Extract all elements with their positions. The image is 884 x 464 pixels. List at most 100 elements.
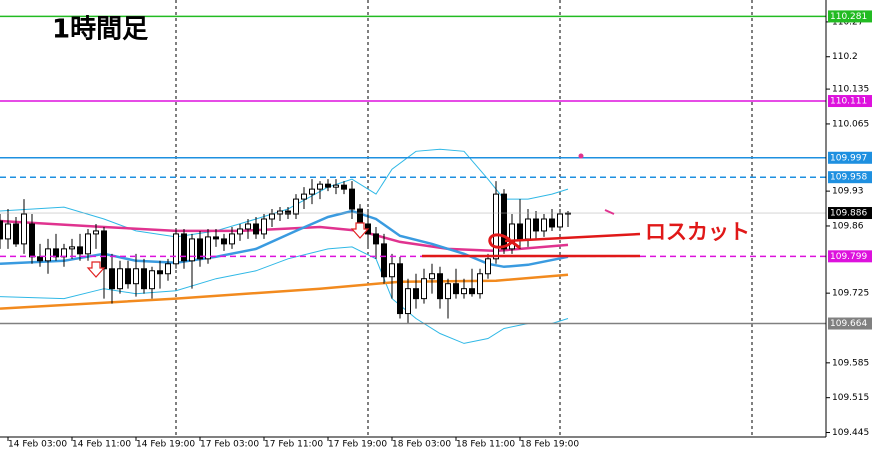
x-tick-label: 14 Feb 19:00 [136, 440, 195, 450]
candle-body [69, 246, 75, 250]
y-tick-label: 110.2 [832, 52, 858, 62]
candle-body [165, 263, 171, 275]
y-tick-label: 110.135 [832, 85, 869, 95]
dot-marker [578, 153, 584, 159]
level-label: 109.799 [830, 252, 867, 262]
level-label: 109.886 [830, 209, 867, 219]
candle-body [29, 223, 35, 258]
candle-body [261, 218, 267, 235]
level-label-box [828, 10, 872, 23]
candle-body [333, 184, 339, 188]
candle-body [517, 223, 523, 240]
candle-body [381, 243, 387, 278]
candle-body [0, 220, 3, 240]
y-tick-label: 109.93 [832, 187, 864, 197]
candle-body [133, 268, 139, 285]
candle-body [5, 223, 11, 240]
candle-body [189, 238, 195, 262]
candle-body [221, 238, 227, 245]
level-label-box [828, 317, 872, 330]
candle-body [301, 193, 307, 200]
candle-body [293, 198, 299, 215]
candle-body [285, 210, 291, 215]
indicator-line [0, 273, 569, 310]
candle-body [373, 233, 379, 245]
candle-body [37, 256, 43, 262]
candle-body [109, 268, 115, 290]
candle-body [125, 268, 131, 285]
candle-body [549, 218, 555, 228]
candle-body [341, 184, 347, 190]
candle-body [45, 248, 51, 262]
candle-body [349, 188, 355, 210]
candle-body [317, 183, 323, 190]
candle-body [557, 213, 563, 228]
candle-body [413, 288, 419, 300]
candle-body [77, 246, 83, 255]
dash-marker [604, 209, 615, 215]
candle-body [357, 208, 363, 225]
candle-body [477, 273, 483, 295]
candle-body [469, 288, 475, 295]
candle-body [237, 228, 243, 235]
x-tick-label: 14 Feb 03:00 [8, 440, 67, 450]
candle-body [213, 236, 219, 240]
candle-body [229, 233, 235, 245]
arrow-icon [350, 222, 370, 239]
level-label: 109.997 [830, 153, 867, 163]
y-tick-label: 109.585 [832, 358, 869, 368]
candle-body [197, 238, 203, 260]
candle-body [541, 218, 547, 232]
candle-body [437, 273, 443, 300]
candle-body [485, 258, 491, 275]
x-tick-label: 18 Feb 03:00 [392, 440, 451, 450]
candle-body [93, 230, 99, 235]
candle-body [157, 270, 163, 275]
candle-body [101, 230, 107, 270]
chart-title: 1時間足 [52, 15, 148, 45]
axis-panel [0, 437, 826, 464]
candle-body [309, 188, 315, 195]
y-tick-label: 109.725 [832, 289, 869, 299]
candle-body [389, 263, 395, 278]
plot-area [0, 0, 826, 437]
candle-body [405, 288, 411, 315]
y-tick-label: 109.445 [832, 428, 869, 438]
indicator-line [0, 246, 569, 344]
level-label: 109.958 [830, 173, 867, 183]
level-label-box [828, 171, 872, 184]
candle-body [13, 223, 19, 245]
level-label: 110.111 [830, 97, 867, 107]
candle-body [277, 210, 283, 215]
level-label: 109.664 [830, 319, 867, 329]
x-tick-label: 17 Feb 03:00 [200, 440, 259, 450]
x-tick-label: 18 Feb 19:00 [520, 440, 579, 450]
candle-body [141, 268, 147, 290]
candle-body [21, 213, 27, 245]
indicator-line [0, 219, 569, 253]
candle-body [501, 193, 507, 250]
candle-body [253, 223, 259, 235]
trend-line [504, 232, 641, 243]
candle-body [453, 283, 459, 295]
x-tick-label: 18 Feb 11:00 [456, 440, 515, 450]
level-label: 110.281 [830, 12, 867, 22]
candle-body [397, 263, 403, 315]
level-label-box [828, 207, 872, 220]
candle-body [149, 270, 155, 290]
y-tick-label: 110.065 [832, 119, 869, 129]
level-label-box [828, 95, 872, 108]
candle-body [325, 183, 331, 188]
candle-body [509, 223, 515, 250]
candle-body [117, 268, 123, 290]
loss-cut-mark [488, 233, 521, 250]
annotation: ロスカット [645, 220, 750, 244]
candle-body [181, 233, 187, 262]
candle-body [173, 233, 179, 265]
x-tick-label: 17 Feb 11:00 [264, 440, 323, 450]
candle-body [525, 218, 531, 240]
candle-body [85, 233, 91, 255]
x-tick-label: 17 Feb 19:00 [328, 440, 387, 450]
